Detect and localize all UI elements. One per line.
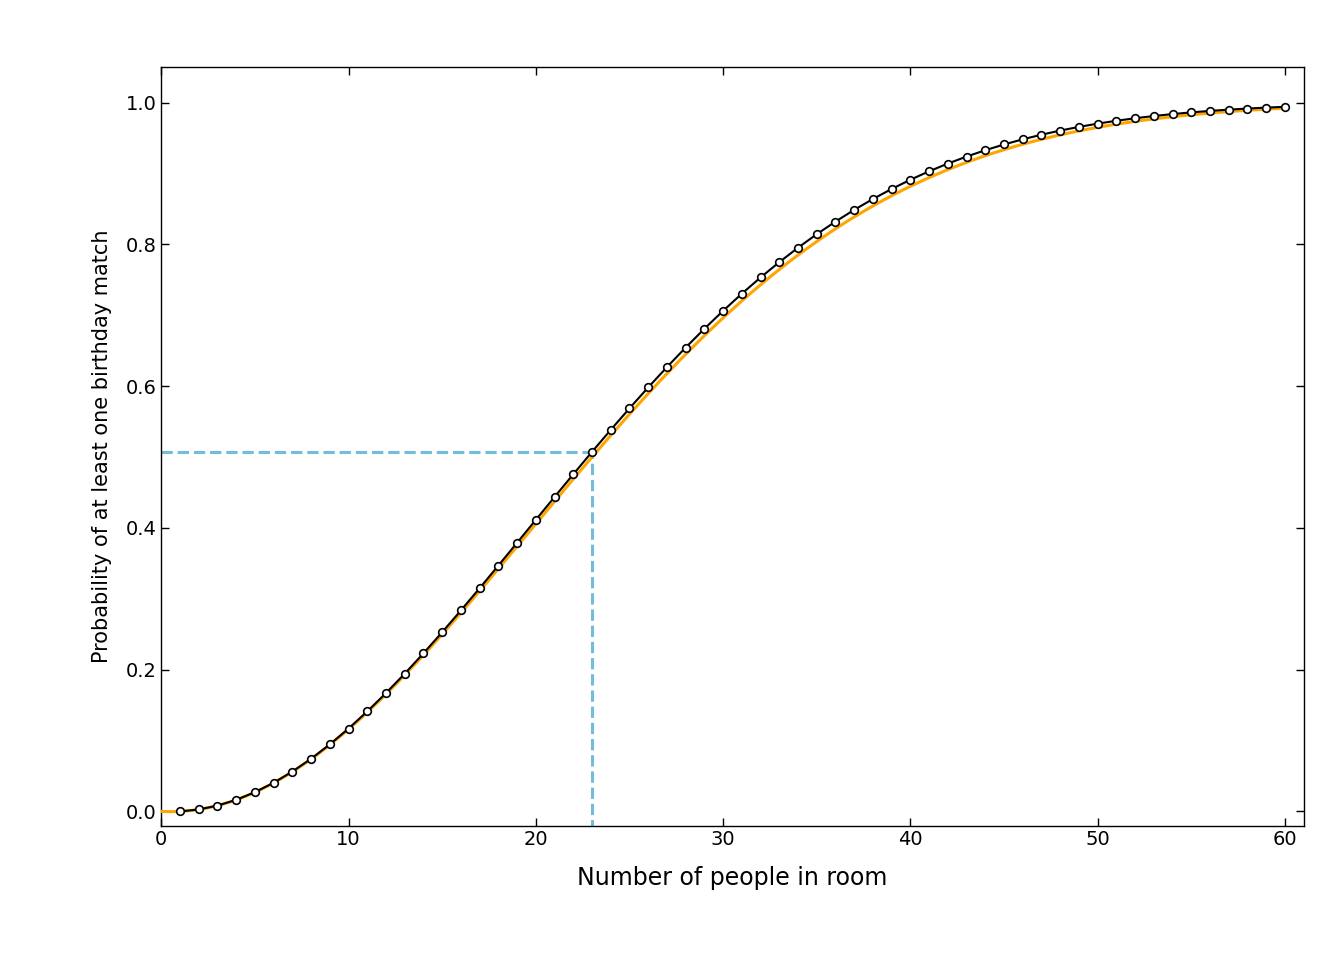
- X-axis label: Number of people in room: Number of people in room: [578, 866, 887, 890]
- Y-axis label: Probability of at least one birthday match: Probability of at least one birthday mat…: [91, 229, 112, 663]
